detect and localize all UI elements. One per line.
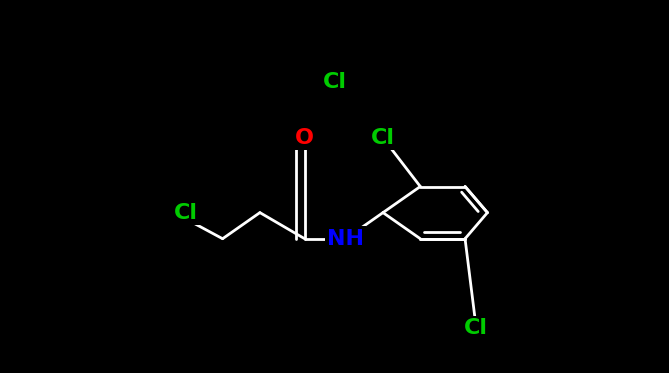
Text: O: O — [295, 128, 314, 148]
Text: NH: NH — [327, 229, 364, 249]
Text: Cl: Cl — [174, 203, 198, 223]
Text: Cl: Cl — [371, 128, 395, 148]
Text: Cl: Cl — [322, 72, 347, 92]
Text: Cl: Cl — [464, 318, 488, 338]
